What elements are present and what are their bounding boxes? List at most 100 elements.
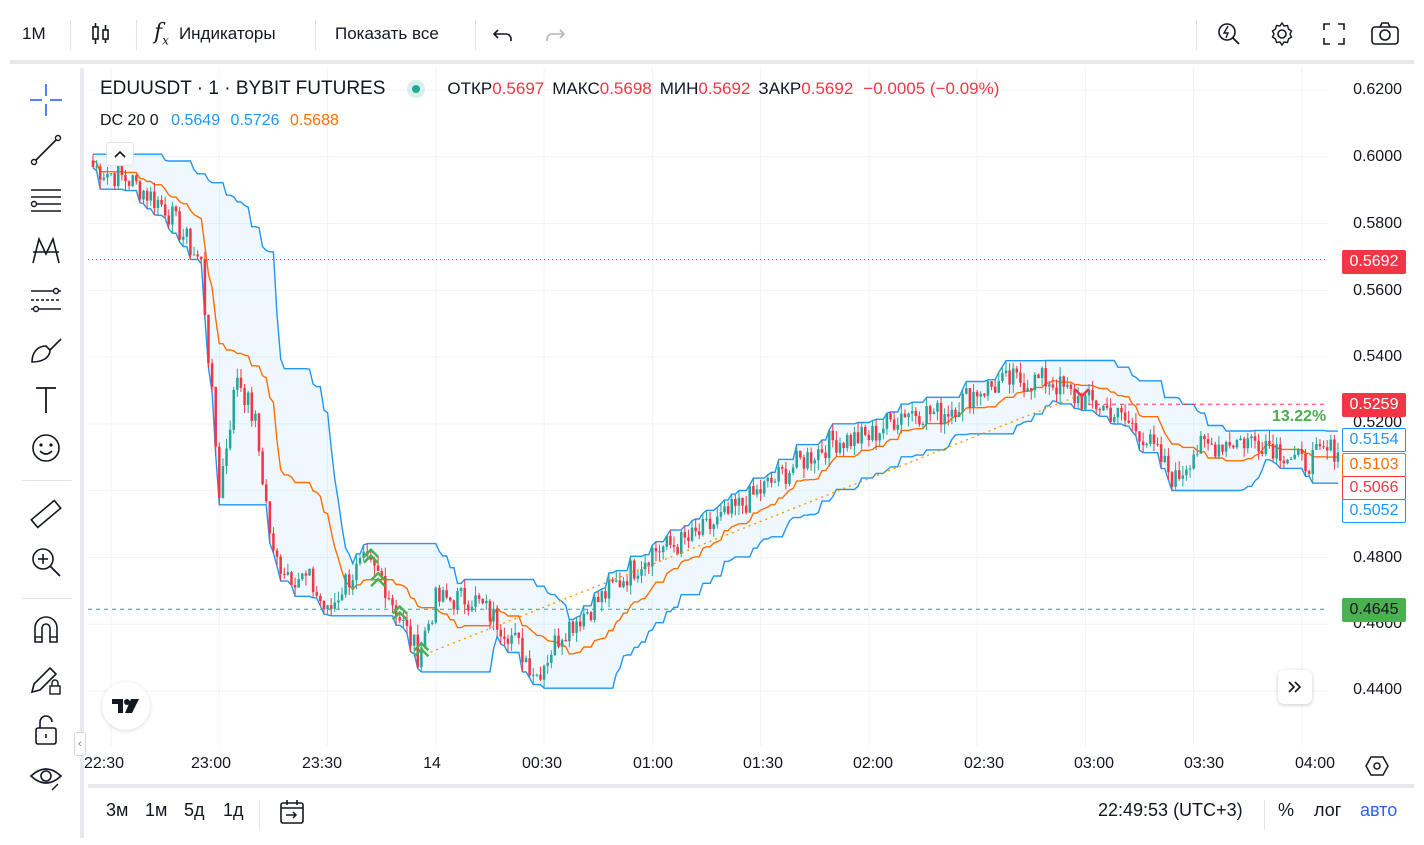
magnet-tool[interactable]	[26, 610, 66, 650]
settings-button[interactable]	[1268, 8, 1296, 60]
tradingview-logo[interactable]	[102, 682, 150, 730]
crosshair-icon	[30, 84, 62, 116]
undo-button[interactable]	[490, 8, 516, 60]
candle-body	[1318, 444, 1322, 447]
text-tool[interactable]	[26, 380, 66, 420]
candle-body	[838, 442, 842, 453]
candle-body	[492, 608, 495, 622]
candle-body	[1069, 384, 1073, 390]
candle-body	[950, 409, 954, 417]
collapse-toolbar-button[interactable]: ‹	[74, 732, 86, 756]
hide-drawings-tool[interactable]	[26, 758, 66, 798]
candle-body	[885, 413, 889, 429]
redo-button[interactable]	[542, 8, 568, 60]
candle-body	[337, 600, 340, 603]
candle-body	[149, 191, 153, 201]
scroll-to-realtime-button[interactable]	[1278, 670, 1312, 704]
candle-body	[1333, 439, 1336, 462]
quick-search-button[interactable]	[1215, 8, 1243, 60]
chart-type-button[interactable]	[88, 8, 114, 60]
candle-body	[831, 430, 835, 441]
candle-body	[434, 587, 438, 623]
emoji-tool[interactable]	[26, 428, 66, 468]
candle-body	[867, 434, 871, 441]
time-tick: 03:30	[1183, 755, 1225, 772]
lock-drawing-tool[interactable]	[26, 660, 66, 700]
candle-body	[488, 600, 492, 622]
text-icon	[36, 387, 56, 413]
range-button-5d[interactable]: 5д	[184, 800, 205, 820]
candle-body	[1206, 439, 1210, 444]
fib-tool[interactable]	[26, 180, 66, 220]
indicator-legend[interactable]: DC 20 0 0.5649 0.5726 0.5688	[100, 112, 339, 130]
candle-body	[358, 557, 362, 564]
ruler-tool[interactable]	[26, 494, 66, 534]
candle-body	[279, 556, 282, 574]
candle-body	[716, 516, 719, 525]
go-to-date-button[interactable]	[278, 798, 306, 831]
candle-body	[344, 574, 347, 595]
candle-body	[896, 424, 900, 430]
snapshot-button[interactable]	[1370, 8, 1400, 60]
axis-settings-button[interactable]	[1365, 754, 1389, 783]
candle-body	[1217, 444, 1221, 457]
buy-marker	[362, 548, 379, 558]
indicators-button[interactable]: fx Индикаторы	[154, 8, 276, 60]
candle-body	[943, 414, 946, 425]
brush-tool[interactable]	[26, 330, 66, 370]
candle-body	[939, 402, 943, 425]
price-plot[interactable]	[88, 68, 1414, 746]
pattern-tool[interactable]	[26, 230, 66, 270]
candle-body	[236, 377, 239, 390]
range-button-3m[interactable]: 3м	[106, 800, 129, 820]
auto-scale-button[interactable]: авто	[1360, 800, 1398, 820]
candle-body	[1058, 376, 1062, 395]
candle-body	[391, 598, 394, 606]
crosshair-tool[interactable]	[26, 80, 66, 120]
donchian-mid-line	[92, 160, 1338, 655]
candle-body	[308, 568, 311, 576]
candle-body	[1141, 441, 1145, 446]
candle-body	[405, 619, 409, 626]
candle-body	[636, 575, 640, 579]
candle-body	[633, 560, 636, 579]
candle-body	[1228, 442, 1232, 446]
candle-body	[925, 406, 928, 424]
forecast-tool[interactable]	[26, 280, 66, 320]
drawing-toolbar: ‹	[10, 68, 86, 838]
range-button-1d[interactable]: 1д	[223, 800, 244, 820]
symbol-title[interactable]: EDUUSDT · 1 · BYBIT FUTURES	[100, 78, 386, 99]
candle-body	[813, 460, 817, 464]
candle-body	[524, 658, 528, 663]
candle-body	[261, 451, 264, 485]
candle-body	[665, 535, 669, 547]
brush-icon	[31, 338, 62, 363]
candle-body	[799, 450, 802, 458]
candle-body	[531, 674, 535, 676]
candle-body	[225, 448, 228, 467]
candle-body	[1145, 443, 1149, 446]
bottom-toolbar: 3м 1м 5д 1д 22:49:53 (UTC+3) % лог авто	[88, 784, 1414, 838]
log-scale-button[interactable]: лог	[1314, 800, 1342, 820]
candle-body	[1289, 458, 1293, 460]
candle-body	[1192, 454, 1195, 469]
dc-upper-tag: 0.5154	[1342, 428, 1406, 452]
trend-line-icon	[30, 134, 62, 166]
candle-body	[719, 512, 723, 517]
interval-button[interactable]: 1M	[22, 8, 46, 60]
trend-line-tool[interactable]	[26, 130, 66, 170]
show-all-button[interactable]: Показать все	[335, 8, 439, 60]
collapse-legend-button[interactable]	[106, 142, 134, 166]
fullscreen-button[interactable]	[1321, 8, 1347, 60]
lock-all-tool[interactable]	[26, 710, 66, 750]
time-axis[interactable]: 22:30 23:00 23:30 14 00:30 01:00 01:30 0…	[84, 746, 1414, 784]
market-status-dot	[407, 80, 426, 98]
zoom-tool[interactable]	[26, 542, 66, 582]
candle-body	[326, 605, 329, 610]
chart-pane[interactable]: EDUUSDT · 1 · BYBIT FUTURES ОТКР 0.5697 М…	[88, 68, 1414, 746]
candle-body	[196, 254, 199, 257]
percent-scale-button[interactable]: %	[1278, 800, 1295, 820]
range-button-1m[interactable]: 1м	[145, 800, 168, 820]
candle-body	[589, 612, 593, 620]
clock-timezone[interactable]: 22:49:53 (UTC+3)	[1098, 800, 1243, 820]
